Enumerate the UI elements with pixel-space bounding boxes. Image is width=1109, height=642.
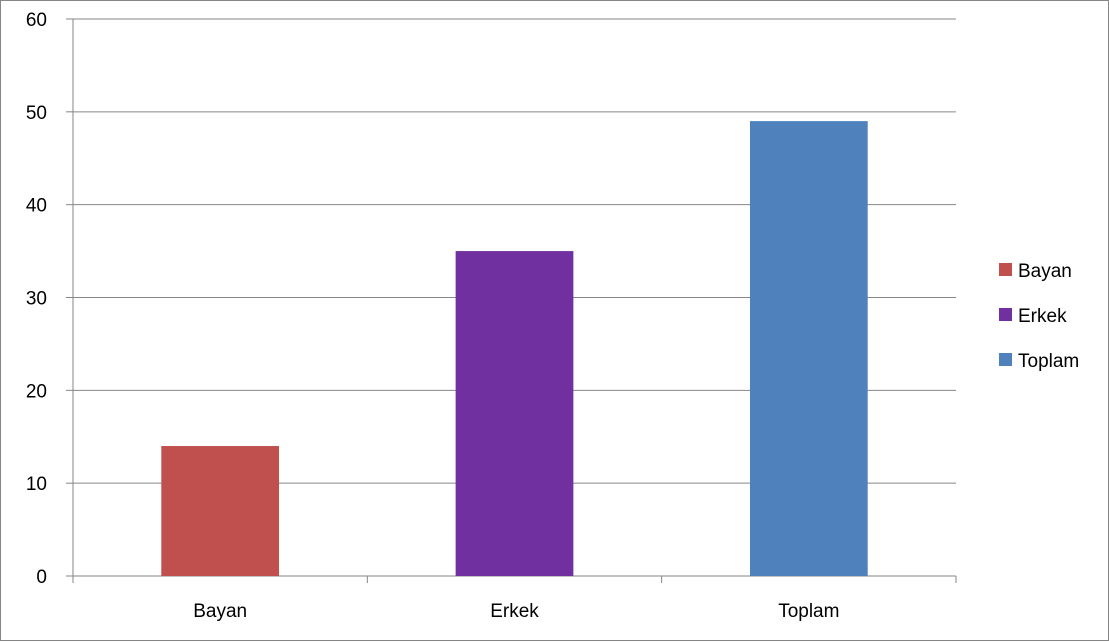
bar-bayan [161,446,280,576]
x-tick-label: Bayan [193,601,247,622]
legend-label: Bayan [1018,261,1072,282]
x-tick-label: Toplam [778,601,839,622]
bar-erkek [455,251,574,577]
legend-label: Toplam [1018,351,1079,372]
legend-swatch [999,263,1012,276]
x-tick-labels: Bayan Erkek Toplam [193,601,839,622]
legend-swatch [999,353,1012,366]
legend: Bayan Erkek Toplam [999,261,1079,372]
y-tick-label: 20 [26,381,47,402]
y-tick-label: 30 [26,289,47,310]
y-tick-label: 0 [36,567,47,588]
y-tick-label: 50 [26,103,47,124]
y-tick-label: 40 [26,196,47,217]
y-tick-label: 10 [26,474,47,495]
y-tick-label: 60 [26,10,47,31]
y-tick-labels: 0 10 20 30 40 50 60 [26,10,47,588]
legend-label: Erkek [1018,306,1067,327]
x-tick-label: Erkek [490,601,539,622]
legend-swatch [999,308,1012,321]
bar-toplam [749,121,868,576]
bars [161,121,868,577]
